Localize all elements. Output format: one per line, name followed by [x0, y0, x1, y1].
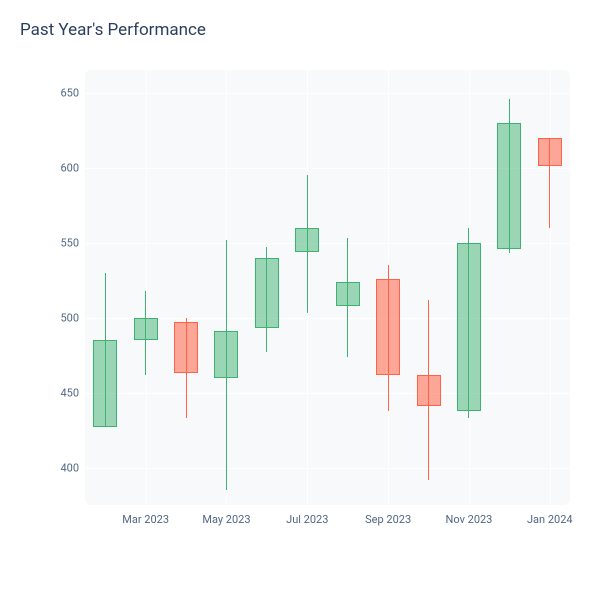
x-tick-label: Sep 2023 — [365, 513, 411, 526]
y-tick-label: 550 — [60, 236, 79, 249]
grid-line-h — [85, 318, 570, 319]
candle-body — [255, 258, 279, 329]
y-tick-label: 400 — [60, 461, 79, 474]
y-tick-label: 650 — [60, 86, 79, 99]
candle-body — [134, 318, 158, 341]
x-tick-label: May 2023 — [202, 513, 250, 526]
candle-body — [457, 243, 481, 411]
y-tick-label: 500 — [60, 311, 79, 324]
grid-line-h — [85, 468, 570, 469]
x-tick-label: Jul 2023 — [286, 513, 328, 526]
candle-body — [336, 282, 360, 306]
chart-title: Past Year's Performance — [20, 20, 206, 40]
candle-body — [174, 322, 198, 373]
x-tick-label: Nov 2023 — [446, 513, 493, 526]
candle-body — [295, 228, 319, 252]
candle-body — [376, 279, 400, 375]
y-tick-label: 450 — [60, 386, 79, 399]
grid-line-h — [85, 393, 570, 394]
candle-body — [497, 123, 521, 249]
x-tick-label: Mar 2023 — [122, 513, 169, 526]
chart-container: Past Year's Performance MPWR's Past Year… — [0, 0, 600, 600]
candle-body — [538, 138, 562, 167]
plot-area: 400450500550600650Mar 2023May 2023Jul 20… — [85, 70, 570, 505]
x-tick-label: Jan 2024 — [527, 513, 573, 526]
candle-body — [214, 331, 238, 378]
grid-line-h — [85, 93, 570, 94]
grid-line-v — [550, 70, 551, 505]
y-tick-label: 600 — [60, 161, 79, 174]
candle-body — [417, 375, 441, 407]
candle-body — [93, 340, 117, 427]
grid-line-v — [146, 70, 147, 505]
